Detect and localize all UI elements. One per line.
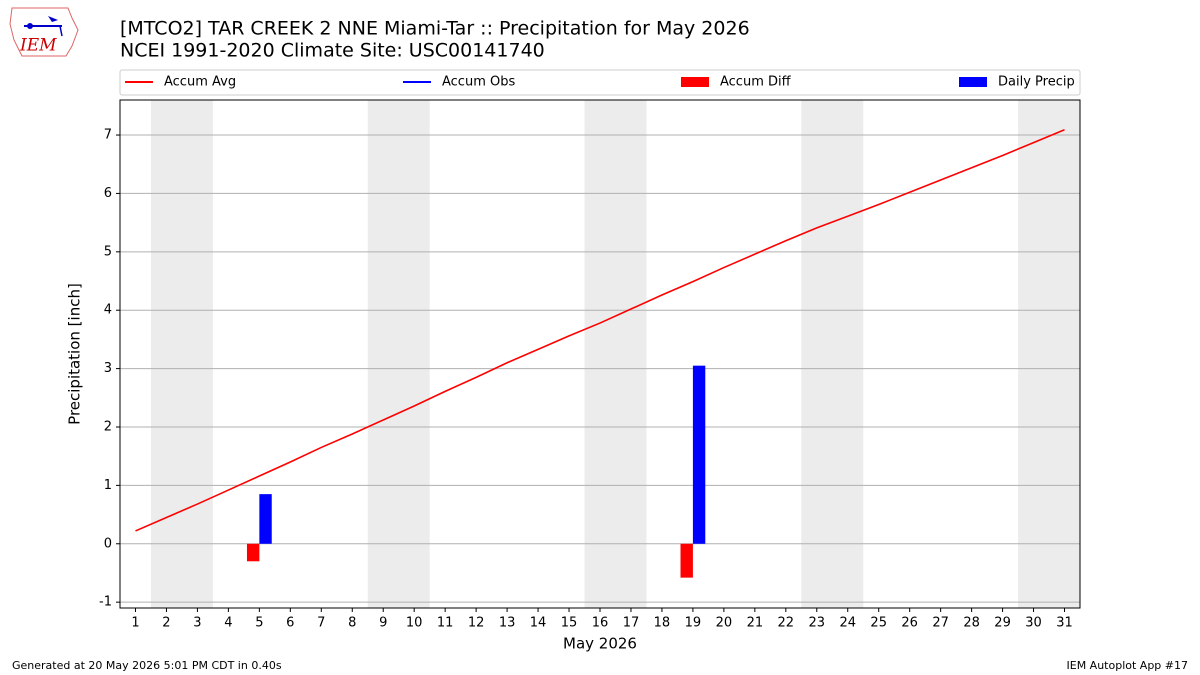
x-tick-label: 31 <box>1056 616 1073 631</box>
x-tick-label: 3 <box>193 616 201 631</box>
y-tick-label: 2 <box>104 419 112 434</box>
x-tick-label: 5 <box>255 616 263 631</box>
bar <box>246 543 260 562</box>
x-tick-label: 22 <box>778 616 795 631</box>
y-tick-label: 7 <box>104 128 112 143</box>
weekend-band <box>150 100 213 608</box>
chart-subtitle: NCEI 1991-2020 Climate Site: USC00141740 <box>120 40 545 62</box>
legend-label: Accum Obs <box>442 75 515 90</box>
y-tick-label: -1 <box>99 595 112 610</box>
x-tick-label: 12 <box>468 616 485 631</box>
chart-title: [MTCO2] TAR CREEK 2 NNE Miami-Tar :: Pre… <box>120 18 750 40</box>
line <box>135 129 1065 532</box>
x-tick-label: 15 <box>561 616 578 631</box>
weekend-band <box>801 100 864 608</box>
bar <box>692 365 706 544</box>
bar <box>680 543 693 578</box>
x-tick-label: 7 <box>317 616 325 631</box>
x-tick-label: 20 <box>716 616 733 631</box>
x-tick-label: 13 <box>499 616 516 631</box>
bar <box>259 494 272 544</box>
x-tick-label: 18 <box>654 616 671 631</box>
x-tick-label: 25 <box>870 616 887 631</box>
x-tick-label: 10 <box>406 616 423 631</box>
x-tick-label: 16 <box>592 616 609 631</box>
weekend-band <box>1018 100 1080 608</box>
x-tick-label: 4 <box>224 616 232 631</box>
x-tick-label: 24 <box>839 616 856 631</box>
x-tick-label: 23 <box>809 616 826 631</box>
y-tick-label: 1 <box>104 478 112 493</box>
x-tick-label: 8 <box>348 616 356 631</box>
legend-label: Accum Diff <box>720 75 792 90</box>
y-tick-label: 0 <box>104 536 112 551</box>
x-tick-label: 26 <box>901 616 918 631</box>
x-axis-label: May 2026 <box>563 635 637 653</box>
x-tick-label: 17 <box>623 616 640 631</box>
footer-right: IEM Autoplot App #17 <box>1067 659 1189 672</box>
x-tick-label: 27 <box>932 616 949 631</box>
legend-marker <box>959 77 987 87</box>
y-tick-label: 5 <box>104 244 112 259</box>
y-tick-label: 6 <box>104 186 112 201</box>
logo-text: IEM <box>19 36 57 56</box>
logo: IEM <box>9 7 79 57</box>
plot-area <box>120 100 1080 608</box>
legend-label: Accum Avg <box>164 75 236 90</box>
x-tick-label: 1 <box>131 616 139 631</box>
x-tick-label: 14 <box>530 616 547 631</box>
x-tick-label: 30 <box>1025 616 1042 631</box>
legend <box>119 69 1081 96</box>
x-tick-label: 28 <box>963 616 980 631</box>
plot-frame <box>119 99 1081 609</box>
y-tick-label: 3 <box>104 361 112 376</box>
y-tick-label: 4 <box>104 303 112 318</box>
x-tick-label: 2 <box>162 616 170 631</box>
weekend-band <box>367 100 430 608</box>
x-tick-label: 9 <box>379 616 387 631</box>
x-tick-label: 19 <box>685 616 702 631</box>
y-axis-label: Precipitation [inch] <box>66 283 84 425</box>
x-tick-label: 29 <box>994 616 1011 631</box>
legend-label: Daily Precip <box>998 75 1075 90</box>
x-tick-label: 21 <box>747 616 764 631</box>
legend-marker <box>681 77 709 87</box>
x-tick-label: 11 <box>437 616 454 631</box>
weekend-band <box>584 100 647 608</box>
x-tick-label: 6 <box>286 616 294 631</box>
footer-left: Generated at 20 May 2026 5:01 PM CDT in … <box>12 659 282 672</box>
